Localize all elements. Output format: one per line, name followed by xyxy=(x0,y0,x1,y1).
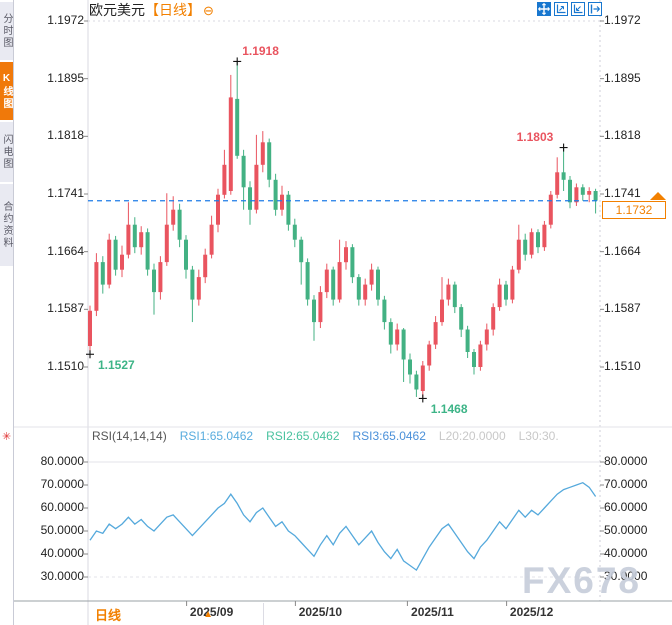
price-annotation: 1.1468 xyxy=(430,402,468,417)
move-icon[interactable] xyxy=(537,2,551,16)
rsi-axis-label: 60.0000 xyxy=(40,500,84,514)
zoom-in-axis-icon[interactable] xyxy=(554,2,568,16)
rsi-value-label: RSI(14,14,14) xyxy=(92,429,167,443)
rsi-axis-label: 40.0000 xyxy=(40,546,84,560)
chart-title: 欧元美元【日线】 ⊖ xyxy=(89,0,214,20)
pan-right-icon[interactable] xyxy=(588,2,602,16)
rsi-axis-label: 80.0000 xyxy=(40,454,84,468)
date-axis-label: 2025/10 xyxy=(298,605,343,619)
triangle-up-icon: ▲ xyxy=(203,609,213,620)
rsi-value-label: RSI2:65.0462 xyxy=(266,429,340,443)
rsi-axis-label: 60.0000 xyxy=(604,500,648,514)
rsi-header: RSI(14,14,14) RSI1:65.0462 RSI2:65.0462 RSI… xyxy=(92,429,559,443)
price-axis-label: 1.1741 xyxy=(604,185,641,200)
rsi-axis-label: 80.0000 xyxy=(604,454,648,468)
price-annotation: 1.1527 xyxy=(98,358,135,373)
chart-toolbar xyxy=(537,2,602,16)
period-selector-tab[interactable]: 日线 ▲ xyxy=(88,604,219,624)
sidebar-tab-4[interactable]: 合约资料 xyxy=(0,184,13,266)
sidebar-rail: 分时图 K线图闪电图合约资料 xyxy=(0,0,14,625)
rsi-axis-label: 30.0000 xyxy=(40,569,84,583)
price-up-triangle-icon xyxy=(650,192,666,200)
price-axis-label: 1.1587 xyxy=(604,301,641,316)
sidebar-tab-2[interactable]: K线图 xyxy=(0,62,13,120)
rsi-axis-label: 40.0000 xyxy=(604,546,648,560)
price-annotation: 1.1918 xyxy=(242,44,279,59)
zoom-out-axis-icon[interactable] xyxy=(571,2,585,16)
price-annotation: 1.1803 xyxy=(516,129,554,144)
rsi-value-label: RSI1:65.0462 xyxy=(179,429,254,443)
date-axis-label: 2025/11 xyxy=(411,605,454,619)
rsi-axis-label: 30.0000 xyxy=(604,569,648,583)
price-axis-label: 1.1664 xyxy=(604,243,641,258)
sidebar-tab-1[interactable]: 分时图 xyxy=(0,2,13,60)
rsi-axis-label: 50.0000 xyxy=(40,523,84,537)
sidebar-tab-3[interactable]: 闪电图 xyxy=(0,122,13,182)
price-axis-label: 1.1741 xyxy=(47,185,84,200)
price-axis-label: 1.1510 xyxy=(47,358,84,373)
rsi-value-label: RSI3:65.0462 xyxy=(352,429,426,443)
price-axis-label: 1.1587 xyxy=(47,301,84,316)
rsi-axis-label: 50.0000 xyxy=(604,523,648,537)
rsi-value-label: L30:30. xyxy=(518,429,559,443)
rsi-axis-label: 70.0000 xyxy=(604,477,648,491)
price-axis-label: 1.1972 xyxy=(604,13,641,27)
price-axis-label: 1.1895 xyxy=(604,70,641,85)
price-axis-label: 1.1510 xyxy=(604,358,641,373)
period-selector-label: 日线 xyxy=(95,608,122,623)
current-price-tag: 1.1732 xyxy=(602,201,666,219)
price-axis-label: 1.1818 xyxy=(604,128,641,143)
price-axis-label: 1.1664 xyxy=(47,243,84,258)
rsi-value-label: L20:20.0000 xyxy=(438,429,506,443)
price-axis-label: 1.1895 xyxy=(47,70,84,85)
rsi-axis-label: 70.0000 xyxy=(40,477,84,491)
price-axis-label: 1.1818 xyxy=(47,128,84,143)
period-label: 【日线】 xyxy=(145,2,201,18)
date-axis-label: 2025/12 xyxy=(509,605,554,619)
collapse-icon[interactable]: ⊖ xyxy=(203,3,214,18)
indicator-settings-icon[interactable]: ✳ xyxy=(2,431,12,443)
bottom-separator xyxy=(263,603,264,625)
price-axis-label: 1.1972 xyxy=(47,13,84,27)
date-axis-label: 2025/09 xyxy=(189,605,234,619)
symbol-name: 欧元美元 xyxy=(89,2,145,18)
